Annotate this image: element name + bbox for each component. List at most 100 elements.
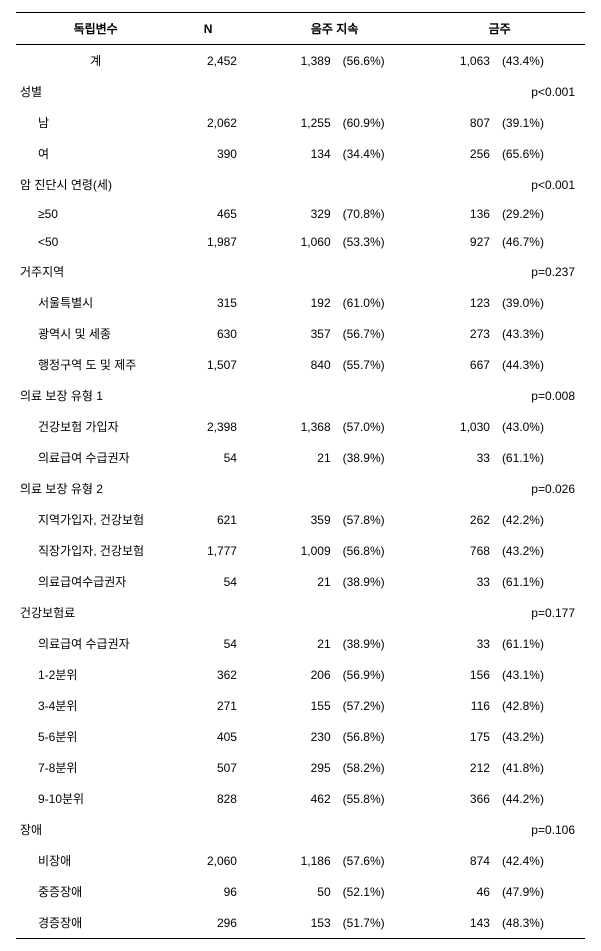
table-row: 비장애2,0601,186(57.6%)874(42.4%)	[16, 845, 585, 876]
section-label: 암 진단시 연령(세)	[16, 169, 414, 200]
cell-quit-n: 874	[414, 845, 494, 876]
table-row: 거주지역p=0.237	[16, 256, 585, 287]
cell-continuing-pct: (55.8%)	[335, 783, 415, 814]
cell-n: 507	[175, 752, 255, 783]
cell-continuing-n: 21	[255, 628, 335, 659]
table-row: 1-2분위362206(56.9%)156(43.1%)	[16, 659, 585, 690]
cell-continuing-n: 359	[255, 504, 335, 535]
table-row: 성별p<0.001	[16, 76, 585, 107]
row-label: 의료급여 수급권자	[16, 628, 175, 659]
cell-continuing-n: 1,060	[255, 228, 335, 256]
cell-quit-pct: (39.0%)	[494, 287, 585, 318]
cell-n: 1,987	[175, 228, 255, 256]
cell-continuing-pct: (56.6%)	[335, 45, 415, 77]
cell-continuing-n: 462	[255, 783, 335, 814]
table-row: 경증장애296153(51.7%)143(48.3%)	[16, 907, 585, 939]
cell-quit-n: 807	[414, 107, 494, 138]
cell-continuing-pct: (52.1%)	[335, 876, 415, 907]
section-label: 건강보험료	[16, 597, 414, 628]
row-label: 행정구역 도 및 제주	[16, 349, 175, 380]
cell-continuing-n: 21	[255, 566, 335, 597]
cell-quit-pct: (61.1%)	[494, 566, 585, 597]
row-label: 5-6분위	[16, 721, 175, 752]
cell-n: 2,398	[175, 411, 255, 442]
cell-quit-n: 273	[414, 318, 494, 349]
cell-quit-n: 768	[414, 535, 494, 566]
cell-quit-pct: (43.1%)	[494, 659, 585, 690]
cell-n: 2,452	[175, 45, 255, 77]
header-continuing: 음주 지속	[255, 13, 414, 45]
p-value: p=0.177	[414, 597, 585, 628]
cell-n: 621	[175, 504, 255, 535]
cell-continuing-pct: (55.7%)	[335, 349, 415, 380]
section-label: 의료 보장 유형 2	[16, 473, 414, 504]
cell-continuing-n: 1,009	[255, 535, 335, 566]
cell-continuing-pct: (38.9%)	[335, 566, 415, 597]
table-row: 장애p=0.106	[16, 814, 585, 845]
p-value: p<0.001	[414, 169, 585, 200]
cell-continuing-pct: (56.9%)	[335, 659, 415, 690]
cell-quit-n: 667	[414, 349, 494, 380]
cell-continuing-n: 206	[255, 659, 335, 690]
cell-quit-pct: (42.4%)	[494, 845, 585, 876]
row-label: 7-8분위	[16, 752, 175, 783]
row-label: 건강보험 가입자	[16, 411, 175, 442]
table-body: 계2,4521,389(56.6%)1,063(43.4%)성별p<0.001남…	[16, 45, 585, 939]
table-row: 의료급여 수급권자5421(38.9%)33(61.1%)	[16, 628, 585, 659]
table-row: 3-4분위271155(57.2%)116(42.8%)	[16, 690, 585, 721]
cell-quit-pct: (44.2%)	[494, 783, 585, 814]
table-row: 행정구역 도 및 제주1,507840(55.7%)667(44.3%)	[16, 349, 585, 380]
table-row: 서울특별시315192(61.0%)123(39.0%)	[16, 287, 585, 318]
cell-continuing-pct: (38.9%)	[335, 628, 415, 659]
cell-continuing-pct: (57.6%)	[335, 845, 415, 876]
cell-quit-pct: (48.3%)	[494, 907, 585, 939]
row-label: 서울특별시	[16, 287, 175, 318]
cell-quit-pct: (39.1%)	[494, 107, 585, 138]
p-value: p=0.026	[414, 473, 585, 504]
row-label: 9-10분위	[16, 783, 175, 814]
table-row: 5-6분위405230(56.8%)175(43.2%)	[16, 721, 585, 752]
row-label: 지역가입자, 건강보험	[16, 504, 175, 535]
table-row: 광역시 및 세종630357(56.7%)273(43.3%)	[16, 318, 585, 349]
cell-n: 2,060	[175, 845, 255, 876]
row-label: 3-4분위	[16, 690, 175, 721]
row-label: 여	[16, 138, 175, 169]
cell-continuing-pct: (51.7%)	[335, 907, 415, 939]
cell-quit-pct: (43.3%)	[494, 318, 585, 349]
table-row: ≥50465329(70.8%)136(29.2%)	[16, 200, 585, 228]
cell-quit-n: 927	[414, 228, 494, 256]
cell-quit-n: 33	[414, 628, 494, 659]
row-label: 중증장애	[16, 876, 175, 907]
p-value: p<0.001	[414, 76, 585, 107]
p-value: p=0.008	[414, 380, 585, 411]
cell-quit-pct: (44.3%)	[494, 349, 585, 380]
cell-quit-n: 116	[414, 690, 494, 721]
cell-continuing-pct: (70.8%)	[335, 200, 415, 228]
cell-continuing-pct: (53.3%)	[335, 228, 415, 256]
row-label: 의료급여 수급권자	[16, 442, 175, 473]
cell-quit-n: 33	[414, 442, 494, 473]
cell-continuing-n: 1,255	[255, 107, 335, 138]
cell-continuing-n: 329	[255, 200, 335, 228]
cell-n: 2,062	[175, 107, 255, 138]
cell-continuing-pct: (56.7%)	[335, 318, 415, 349]
row-label: <50	[16, 228, 175, 256]
cell-quit-pct: (46.7%)	[494, 228, 585, 256]
cell-n: 54	[175, 442, 255, 473]
cell-quit-pct: (41.8%)	[494, 752, 585, 783]
cell-continuing-n: 155	[255, 690, 335, 721]
cell-continuing-n: 192	[255, 287, 335, 318]
cell-continuing-n: 230	[255, 721, 335, 752]
cell-n: 1,777	[175, 535, 255, 566]
table-row: 건강보험 가입자2,3981,368(57.0%)1,030(43.0%)	[16, 411, 585, 442]
row-label: 의료급여수급권자	[16, 566, 175, 597]
cell-n: 54	[175, 628, 255, 659]
table-row: 지역가입자, 건강보험621359(57.8%)262(42.2%)	[16, 504, 585, 535]
row-label: 남	[16, 107, 175, 138]
table-row: 의료급여수급권자5421(38.9%)33(61.1%)	[16, 566, 585, 597]
table-row: 건강보험료p=0.177	[16, 597, 585, 628]
table-row: 의료급여 수급권자5421(38.9%)33(61.1%)	[16, 442, 585, 473]
cell-n: 362	[175, 659, 255, 690]
table-row: 남2,0621,255(60.9%)807(39.1%)	[16, 107, 585, 138]
cell-continuing-n: 1,389	[255, 45, 335, 77]
